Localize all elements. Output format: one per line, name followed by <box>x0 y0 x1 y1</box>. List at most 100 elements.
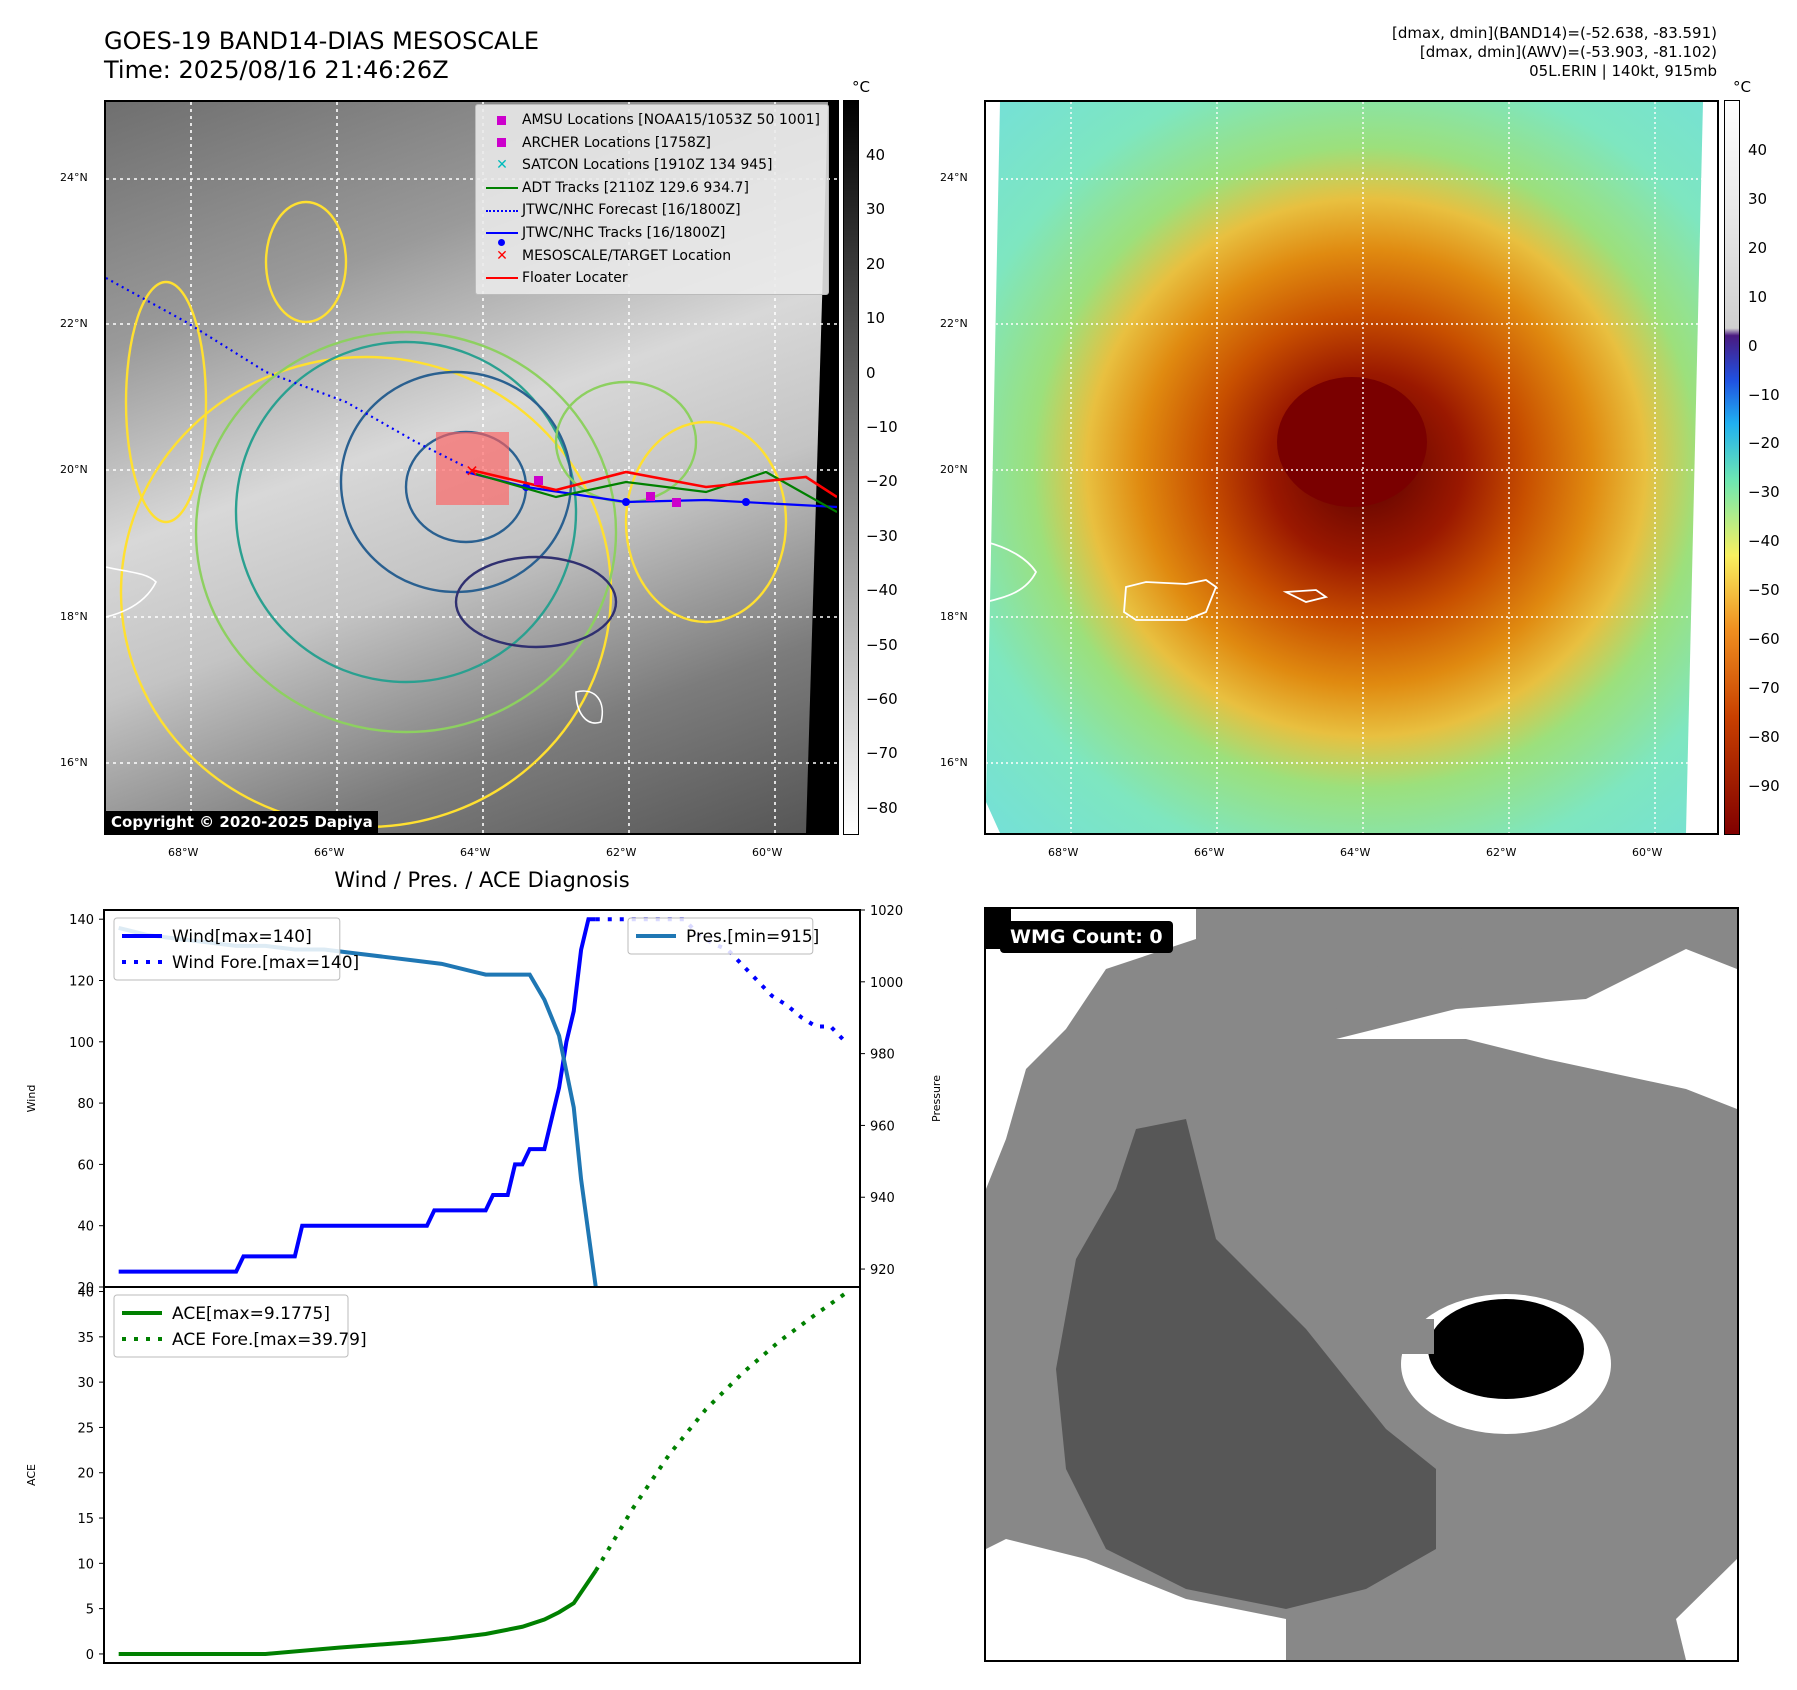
ace-ytick-label: 10 <box>77 1557 94 1572</box>
copyright-badge: Copyright © 2020-2025 Dapiya <box>106 811 378 833</box>
ace-ytick-label: 25 <box>77 1421 94 1436</box>
ace-ytick-label: 30 <box>77 1376 94 1391</box>
colorbar-tick-label: −10 <box>866 418 898 436</box>
lon-label: 62°W <box>1486 846 1517 859</box>
colorbar-tick-label: 10 <box>1748 287 1768 306</box>
forecast-track-line <box>106 277 467 468</box>
lon-label: 60°W <box>1632 846 1663 859</box>
lon-label: 68°W <box>1048 846 1079 859</box>
colorbar-tick-label: 0 <box>866 363 876 382</box>
awv-map-edge-right <box>1686 102 1717 833</box>
ace-legend: ACE[max=9.1775] ACE Fore.[max=39.79] <box>113 1294 367 1358</box>
colorbar-tick-label: 30 <box>866 200 886 219</box>
legend-item-jtwc: JTWC/NHC Tracks [16/1800Z] <box>482 222 820 247</box>
square-marker-icon <box>482 138 522 148</box>
lat-label: 20°N <box>940 463 968 476</box>
ace-ytick-label: 35 <box>77 1331 94 1346</box>
lon-label: 66°W <box>314 846 345 859</box>
colorbar-tick-label: −10 <box>1748 385 1780 404</box>
ace-ytick-label: 15 <box>77 1512 94 1527</box>
lat-label: 24°N <box>940 171 968 184</box>
colorbar-tick-label: −90 <box>1748 776 1780 795</box>
line-swatch-icon <box>482 187 522 190</box>
colorbar-tick-label: −70 <box>866 744 898 763</box>
amsu-archer-markers <box>534 476 681 507</box>
diagnosis-chart: 2040608010012014092094096098010001020Win… <box>25 904 943 1664</box>
square-marker-icon <box>482 115 522 125</box>
lon-label: 62°W <box>606 846 637 859</box>
legend-item-floater: Floater Locater <box>482 267 820 290</box>
wmg-region-dark <box>1056 1119 1436 1609</box>
legend-frame <box>113 917 341 981</box>
wind-ytick-label: 60 <box>77 1158 94 1173</box>
mesoscale-target-marker: ✕ <box>465 462 478 481</box>
wind-axis-label: Wind <box>25 1085 38 1113</box>
wind-ytick-label: 120 <box>69 974 94 989</box>
awv-colorbar-unit: °C <box>1733 78 1751 96</box>
pressure-ytick-label: 980 <box>870 1048 895 1063</box>
legend-frame <box>627 917 814 955</box>
legend-item-mesoscale: ✕ MESOSCALE/TARGET Location <box>482 245 820 268</box>
colorbar-tick-label: −70 <box>1748 678 1780 697</box>
lon-label: 64°W <box>1340 846 1371 859</box>
pressure-ytick-label: 1000 <box>870 976 903 991</box>
colorbar-tick-label: 10 <box>866 309 886 328</box>
pressure-axis-label: Pressure <box>930 1075 943 1122</box>
lat-label: 16°N <box>60 756 88 769</box>
lat-label: 20°N <box>60 463 88 476</box>
awv-eye-region <box>1277 377 1427 507</box>
wind-ytick-label: 20 <box>77 1281 94 1296</box>
awv-coastlines <box>986 541 1329 621</box>
ace-forecast-series-line <box>594 1291 847 1572</box>
colorbar-tick-label: −50 <box>1748 581 1780 600</box>
wind-pressure-chart: 20 40 60 80 100 120 140 920 940 960 980 1000 1020 Win… <box>25 904 943 1296</box>
colorbar-tick-label: 20 <box>1748 238 1768 257</box>
lat-label: 16°N <box>940 756 968 769</box>
colorbar-tick-label: −80 <box>866 798 898 817</box>
wmg-count-badge: WMG Count: 0 <box>1000 921 1173 953</box>
info-band14-range: [dmax, dmin](BAND14)=(-52.638, -83.591) <box>1392 24 1717 42</box>
ace-axis-label: ACE <box>25 1464 38 1486</box>
ace-ytick-label: 0 <box>86 1648 94 1663</box>
lat-label: 18°N <box>940 610 968 623</box>
awv-map-panel <box>984 100 1719 835</box>
legend-item-amsu: AMSU Locations [NOAA15/1053Z 50 1001] <box>482 109 820 132</box>
page-title: GOES-19 BAND14-DIAS MESOSCALE <box>104 27 540 55</box>
floater-locater-line <box>470 468 837 499</box>
legend-label: Wind[max=140] <box>172 927 312 947</box>
map-legend: AMSU Locations [NOAA15/1053Z 50 1001] AR… <box>474 104 829 295</box>
pressure-ytick-label: 920 <box>870 1263 895 1278</box>
line-swatch-icon <box>482 277 522 280</box>
awv-map-edge-left <box>986 102 1000 802</box>
wmg-region-white-top <box>1336 949 1737 1109</box>
colorbar-tick-label: −80 <box>1748 727 1780 746</box>
lat-label: 18°N <box>60 610 88 623</box>
legend-item-adt: ADT Tracks [2110Z 129.6 934.7] <box>482 177 820 200</box>
colorbar-tick-label: −30 <box>866 526 898 545</box>
wmg-region-eye-center <box>1394 1319 1434 1354</box>
colorbar-tick-label: −50 <box>866 635 898 654</box>
pressure-ytick-label: 940 <box>870 1191 895 1206</box>
colorbar-tick-label: −60 <box>1748 630 1780 648</box>
colorbar-tick-label: −30 <box>1748 483 1780 502</box>
colorbar-tick-label: −40 <box>1748 532 1780 551</box>
legend-item-archer: ARCHER Locations [1758Z] <box>482 132 820 155</box>
lon-label: 64°W <box>460 846 491 859</box>
colorbar-tick-label: −40 <box>866 581 898 600</box>
colorbar-tick-label: 40 <box>866 146 886 164</box>
wmg-region-eyewall <box>1428 1299 1584 1399</box>
ace-ytick-label: 5 <box>86 1603 94 1618</box>
lon-label: 66°W <box>1194 846 1225 859</box>
line-dot-swatch-icon <box>482 232 522 247</box>
lat-label: 22°N <box>60 317 88 330</box>
awv-colorbar <box>1724 100 1740 835</box>
dotted-line-swatch-icon <box>482 209 522 212</box>
wmg-region-white-br <box>1676 1559 1737 1660</box>
wmg-map <box>986 909 1737 1660</box>
x-marker-icon: ✕ <box>496 157 508 174</box>
ir-colorbar <box>843 100 859 835</box>
floater-box <box>436 432 509 505</box>
awv-map-edge-corner <box>986 802 1000 833</box>
ir-colorbar-unit: °C <box>852 78 870 96</box>
colorbar-tick-label: 20 <box>866 254 886 273</box>
